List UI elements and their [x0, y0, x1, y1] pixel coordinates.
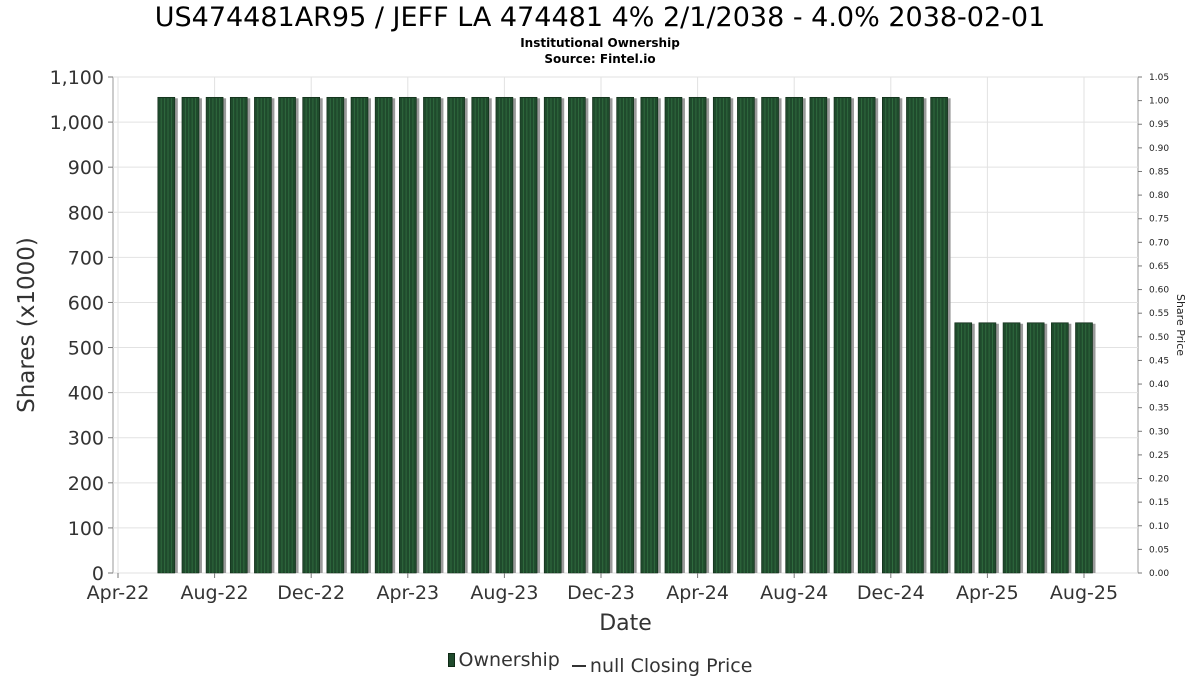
ownership-bar: [1026, 322, 1045, 574]
x-tick-label: Apr-25: [956, 582, 1019, 604]
y-tick-label: 800: [68, 202, 104, 224]
y-tick-label: 1,000: [50, 112, 104, 134]
x-tick-label: Aug-25: [1050, 582, 1118, 604]
y2-tick-label: 0.15: [1149, 498, 1169, 508]
ownership-bar: [785, 96, 804, 574]
ownership-bar: [398, 96, 417, 574]
x-tick-label: Aug-23: [470, 582, 538, 604]
y-tick-label: 300: [68, 428, 104, 450]
ownership-bar: [1075, 322, 1093, 574]
y2-tick-label: 0.25: [1149, 451, 1169, 461]
ownership-bar: [809, 96, 828, 574]
ownership-bar: [326, 96, 345, 574]
y2-tick-label: 0.50: [1149, 333, 1169, 343]
ownership-bar: [761, 96, 779, 574]
ownership-bar: [592, 96, 610, 574]
ownership-bar: [712, 96, 731, 574]
ownership-bar: [157, 96, 176, 574]
y2-tick-label: 0.55: [1149, 309, 1169, 319]
ownership-swatch-icon: [447, 653, 455, 667]
y2-tick-label: 0.70: [1149, 238, 1169, 248]
y-axis-title: Shares (x1000): [14, 237, 40, 413]
ownership-bar: [350, 96, 369, 574]
ownership-bar: [205, 96, 224, 574]
x-tick-label: Apr-23: [376, 582, 439, 604]
ownership-bar: [978, 322, 997, 574]
ownership-bar: [302, 96, 321, 574]
legend-price: null Closing Price: [570, 654, 753, 678]
y-tick-label: 200: [68, 473, 104, 495]
y-tick-label: 0: [92, 563, 104, 585]
ownership-bar: [954, 322, 973, 574]
ownership-bar: [906, 96, 924, 574]
y2-tick-label: 0.20: [1149, 475, 1169, 485]
y2-tick-label: 0.00: [1149, 569, 1169, 579]
ownership-bar: [181, 96, 200, 574]
x-tick-label: Dec-23: [567, 582, 635, 604]
y2-tick-label: 0.30: [1149, 427, 1169, 437]
x-tick-label: Apr-24: [666, 582, 729, 604]
ownership-bar: [1002, 322, 1021, 574]
ownership-bar: [640, 96, 659, 574]
ownership-bar: [664, 96, 683, 574]
y-tick-label: 700: [68, 247, 104, 269]
ownership-bar: [447, 96, 465, 574]
x-tick-label: Dec-22: [277, 582, 345, 604]
ownership-bar: [254, 96, 272, 574]
x-tick-label: Dec-24: [857, 582, 925, 604]
y2-tick-label: 0.95: [1149, 120, 1169, 130]
y-tick-label: 1,100: [50, 67, 104, 89]
y-tick-label: 100: [68, 518, 104, 540]
y2-tick-label: 0.80: [1149, 191, 1169, 201]
ownership-bar: [857, 96, 876, 574]
chart-title: US474481AR95 / JEFF LA 474481 4% 2/1/203…: [154, 2, 1046, 33]
legend-ownership: Ownership: [447, 648, 560, 672]
y2-tick-label: 1.00: [1149, 97, 1169, 107]
y2-tick-label: 0.45: [1149, 356, 1169, 366]
y-tick-label: 400: [68, 383, 104, 405]
y2-tick-label: 0.35: [1149, 404, 1169, 414]
ownership-bar: [930, 96, 948, 574]
legend-ownership-label: Ownership: [458, 649, 560, 671]
chart-legend: Ownership null Closing Price: [0, 648, 1200, 678]
ownership-bar: [833, 96, 852, 574]
y2-tick-label: 0.60: [1149, 286, 1169, 296]
y2-tick-label: 0.85: [1149, 167, 1169, 177]
chart-subtitle: Institutional Ownership: [520, 36, 680, 50]
y2-tick-label: 0.10: [1149, 522, 1169, 532]
legend-price-label: null Closing Price: [589, 655, 753, 677]
ownership-bar: [688, 96, 707, 574]
y2-tick-label: 0.40: [1149, 380, 1169, 390]
y2-tick-label: 0.75: [1149, 215, 1169, 225]
chart-source: Source: Fintel.io: [544, 52, 656, 66]
y2-tick-label: 0.65: [1149, 262, 1169, 272]
y2-tick-label: 0.05: [1149, 545, 1169, 555]
y2-tick-label: 0.90: [1149, 144, 1169, 154]
y-tick-label: 600: [68, 292, 104, 314]
ownership-bar: [278, 96, 296, 574]
y2-axis-title: Share Price: [1174, 294, 1187, 356]
ownership-bar: [471, 96, 490, 574]
ownership-bar: [519, 96, 538, 574]
x-tick-label: Apr-22: [87, 582, 150, 604]
ownership-bar: [737, 96, 755, 574]
x-tick-label: Aug-22: [181, 582, 249, 604]
ownership-bar: [543, 96, 562, 574]
y-tick-label: 900: [68, 157, 104, 179]
ownership-bar: [1051, 322, 1069, 574]
ownership-bar: [423, 96, 441, 574]
price-line-swatch-icon: [571, 665, 586, 667]
x-tick-label: Aug-24: [760, 582, 828, 604]
x-axis-title: Date: [599, 611, 652, 636]
y2-tick-label: 1.05: [1149, 73, 1169, 83]
y-tick-label: 500: [68, 338, 104, 360]
ownership-bar: [616, 96, 634, 574]
ownership-bar: [881, 96, 900, 574]
ownership-bar: [229, 96, 248, 574]
ownership-bar: [374, 96, 393, 574]
ownership-bar: [495, 96, 514, 574]
ownership-bar: [568, 96, 586, 574]
